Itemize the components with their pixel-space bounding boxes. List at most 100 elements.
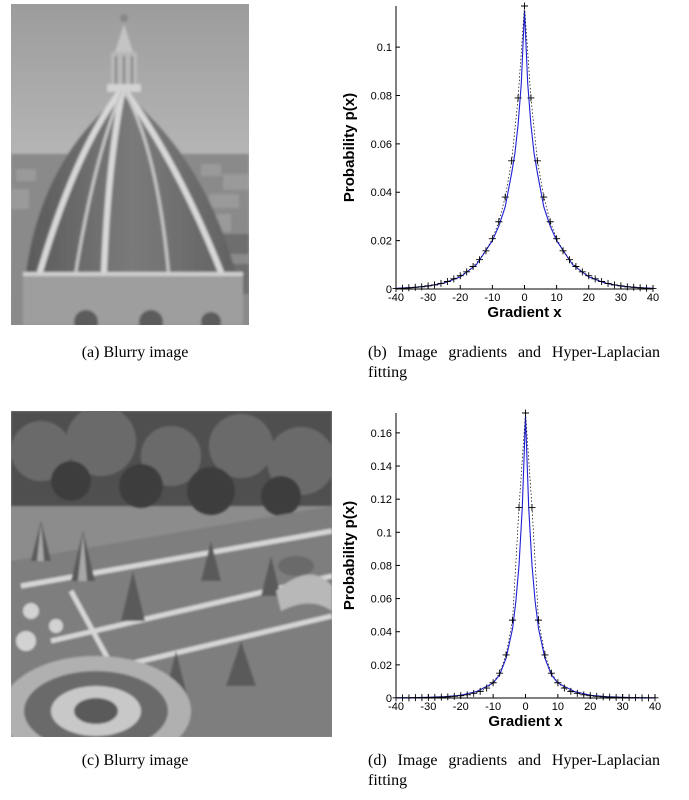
- x-tick-label: 20: [584, 701, 596, 713]
- figure-c-image: [11, 411, 332, 737]
- data-point-marker: [541, 651, 549, 659]
- data-point-marker: [527, 94, 535, 102]
- x-axis-label: Gradient x: [488, 713, 563, 730]
- data-point-marker: [573, 689, 581, 697]
- data-point-marker: [495, 218, 503, 226]
- data-point-marker: [443, 278, 451, 286]
- figure-a-caption: (a) Blurry image: [81, 344, 189, 361]
- series-line-fit: [395, 416, 656, 699]
- data-point-marker: [521, 2, 528, 10]
- data-point-marker: [632, 694, 640, 702]
- data-point-marker: [567, 687, 575, 695]
- x-tick-label: 0: [522, 701, 528, 713]
- y-tick-label: 0: [386, 693, 392, 705]
- data-point-marker: [431, 693, 439, 701]
- data-point-marker: [540, 193, 548, 201]
- x-tick-label: -40: [388, 292, 404, 304]
- y-tick-label: 0.06: [371, 139, 392, 151]
- x-tick-label: 30: [617, 701, 629, 713]
- data-point-marker: [398, 284, 406, 292]
- y-tick-label: 0: [386, 284, 392, 296]
- data-point-marker: [424, 694, 432, 702]
- x-tick-label: 20: [583, 292, 595, 304]
- figure-c-caption: (c) Blurry image: [81, 752, 189, 769]
- data-point-marker: [418, 283, 426, 291]
- data-point-marker: [502, 651, 510, 659]
- data-point-marker: [392, 694, 400, 702]
- data-point-marker: [450, 692, 458, 700]
- figure-b-caption: (b) Image gradients and Hyper-Laplacian …: [368, 344, 660, 381]
- data-point-marker: [444, 693, 452, 701]
- figure-a-image: [11, 4, 249, 325]
- x-tick-label: 10: [551, 292, 563, 304]
- data-point-marker: [515, 503, 523, 511]
- data-point-marker: [638, 694, 646, 702]
- data-point-marker: [405, 284, 413, 292]
- data-point-marker: [528, 503, 536, 511]
- data-point-marker: [514, 94, 522, 102]
- data-point-marker: [599, 693, 607, 701]
- data-point-marker: [483, 684, 491, 692]
- data-point-marker: [591, 275, 599, 283]
- y-axis-label: Probability p(x): [341, 501, 358, 610]
- data-point-marker: [636, 284, 644, 292]
- data-point-marker: [470, 689, 478, 697]
- y-axis-label: Probability p(x): [341, 93, 358, 202]
- x-tick-label: -20: [453, 701, 469, 713]
- y-tick-label: 0.1: [377, 42, 392, 54]
- data-point-marker: [546, 218, 554, 226]
- data-point-marker: [476, 687, 484, 695]
- x-tick-label: 10: [552, 701, 564, 713]
- data-point-marker: [405, 694, 413, 702]
- data-point-marker: [612, 693, 620, 701]
- y-tick-label: 0.06: [371, 594, 392, 606]
- x-tick-label: -40: [388, 701, 404, 713]
- y-tick-label: 0.12: [371, 494, 392, 506]
- data-point-marker: [482, 247, 490, 255]
- y-tick-label: 0.02: [371, 236, 392, 248]
- data-point-marker: [411, 283, 419, 291]
- series-line-empirical: [396, 412, 655, 699]
- data-point-marker: [437, 693, 445, 701]
- data-point-marker: [496, 669, 504, 677]
- x-tick-label: -10: [484, 292, 500, 304]
- data-point-marker: [476, 256, 484, 264]
- data-point-marker: [585, 272, 593, 280]
- data-point-marker: [437, 279, 445, 287]
- data-point-marker: [578, 268, 586, 276]
- figure-b-chart: -40 -30 -20 -10 0 10 20 30 40 0 0.02 0.04 0.06 0.08 0.…: [341, 2, 659, 321]
- data-point-marker: [424, 282, 432, 290]
- data-point-marker: [630, 283, 638, 291]
- y-tick-label: 0.08: [371, 560, 392, 572]
- x-tick-label: 40: [649, 701, 661, 713]
- data-point-marker: [509, 616, 517, 624]
- data-point-marker: [534, 616, 542, 624]
- data-point-marker: [649, 285, 657, 293]
- y-tick-label: 0.14: [371, 461, 392, 473]
- x-tick-label: 40: [647, 292, 659, 304]
- data-point-marker: [469, 263, 477, 271]
- data-point-marker: [463, 691, 471, 699]
- x-tick-label: 0: [521, 292, 527, 304]
- data-point-marker: [501, 193, 509, 201]
- y-tick-label: 0.04: [371, 627, 392, 639]
- data-point-marker: [619, 694, 627, 702]
- x-tick-label: 30: [615, 292, 627, 304]
- y-tick-label: 0.1: [377, 527, 392, 539]
- data-point-marker: [617, 282, 625, 290]
- data-point-marker: [411, 694, 419, 702]
- data-point-marker: [580, 691, 588, 699]
- data-point-marker: [604, 279, 612, 287]
- data-point-marker: [450, 275, 458, 283]
- data-point-marker: [457, 692, 465, 700]
- y-tick-label: 0.08: [371, 90, 392, 102]
- data-point-marker: [623, 283, 631, 291]
- data-point-marker: [645, 694, 653, 702]
- data-point-marker: [598, 278, 606, 286]
- data-point-marker: [572, 263, 580, 271]
- data-point-marker: [398, 694, 406, 702]
- data-point-marker: [456, 272, 464, 280]
- data-point-marker: [392, 285, 400, 293]
- data-point-marker: [553, 235, 561, 243]
- x-tick-label: -10: [485, 701, 501, 713]
